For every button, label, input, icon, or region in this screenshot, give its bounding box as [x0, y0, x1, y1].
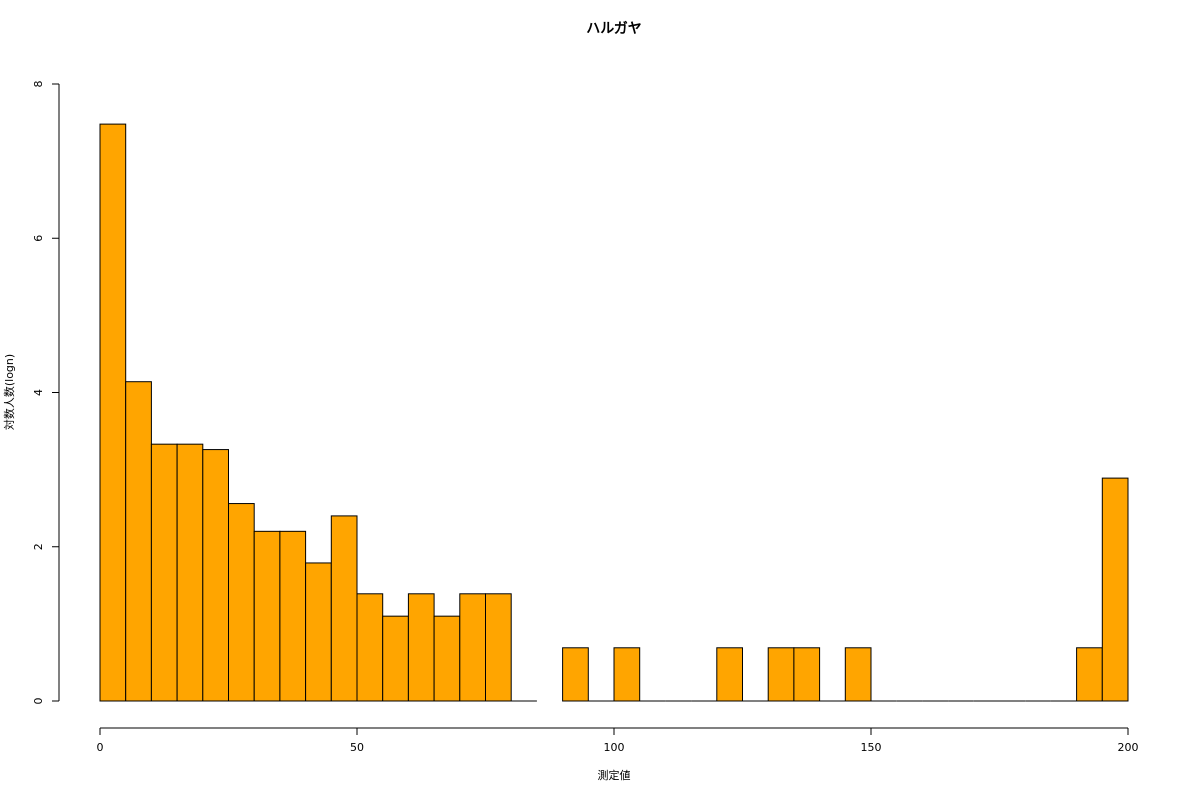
y-tick-label: 4: [32, 389, 45, 396]
bar: [1101, 477, 1129, 702]
bar: [793, 647, 821, 702]
bar: [459, 593, 486, 702]
bar: [356, 593, 384, 702]
bar: [176, 443, 204, 702]
bar: [305, 562, 332, 702]
bar: [99, 123, 127, 702]
y-tick-label: 6: [32, 235, 45, 242]
x-tick-label: 50: [350, 741, 364, 754]
bar: [125, 381, 152, 702]
bar: [485, 593, 512, 702]
bar: [767, 647, 795, 702]
bar: [279, 530, 307, 702]
bar: [382, 615, 409, 702]
x-tick-label: 0: [97, 741, 104, 754]
bar: [202, 449, 230, 702]
bar: [562, 647, 589, 702]
bar: [150, 443, 178, 702]
bar: [228, 503, 255, 702]
bar: [716, 647, 743, 702]
x-tick-label: 150: [861, 741, 882, 754]
bar: [330, 515, 358, 702]
y-tick-label: 2: [32, 543, 45, 550]
x-tick-label: 100: [604, 741, 625, 754]
bar: [844, 647, 872, 702]
bar: [1076, 647, 1103, 702]
y-tick-label: 8: [32, 81, 45, 88]
chart-title: ハルガヤ: [586, 21, 642, 37]
x-axis-label: 測定値: [598, 768, 631, 782]
bar: [407, 593, 435, 702]
y-axis-label: 対数人数(logn): [2, 354, 16, 430]
bar: [253, 530, 281, 702]
y-tick-label: 0: [32, 698, 45, 705]
x-tick-label: 200: [1118, 741, 1139, 754]
bar: [433, 615, 461, 702]
bar: [613, 647, 641, 702]
